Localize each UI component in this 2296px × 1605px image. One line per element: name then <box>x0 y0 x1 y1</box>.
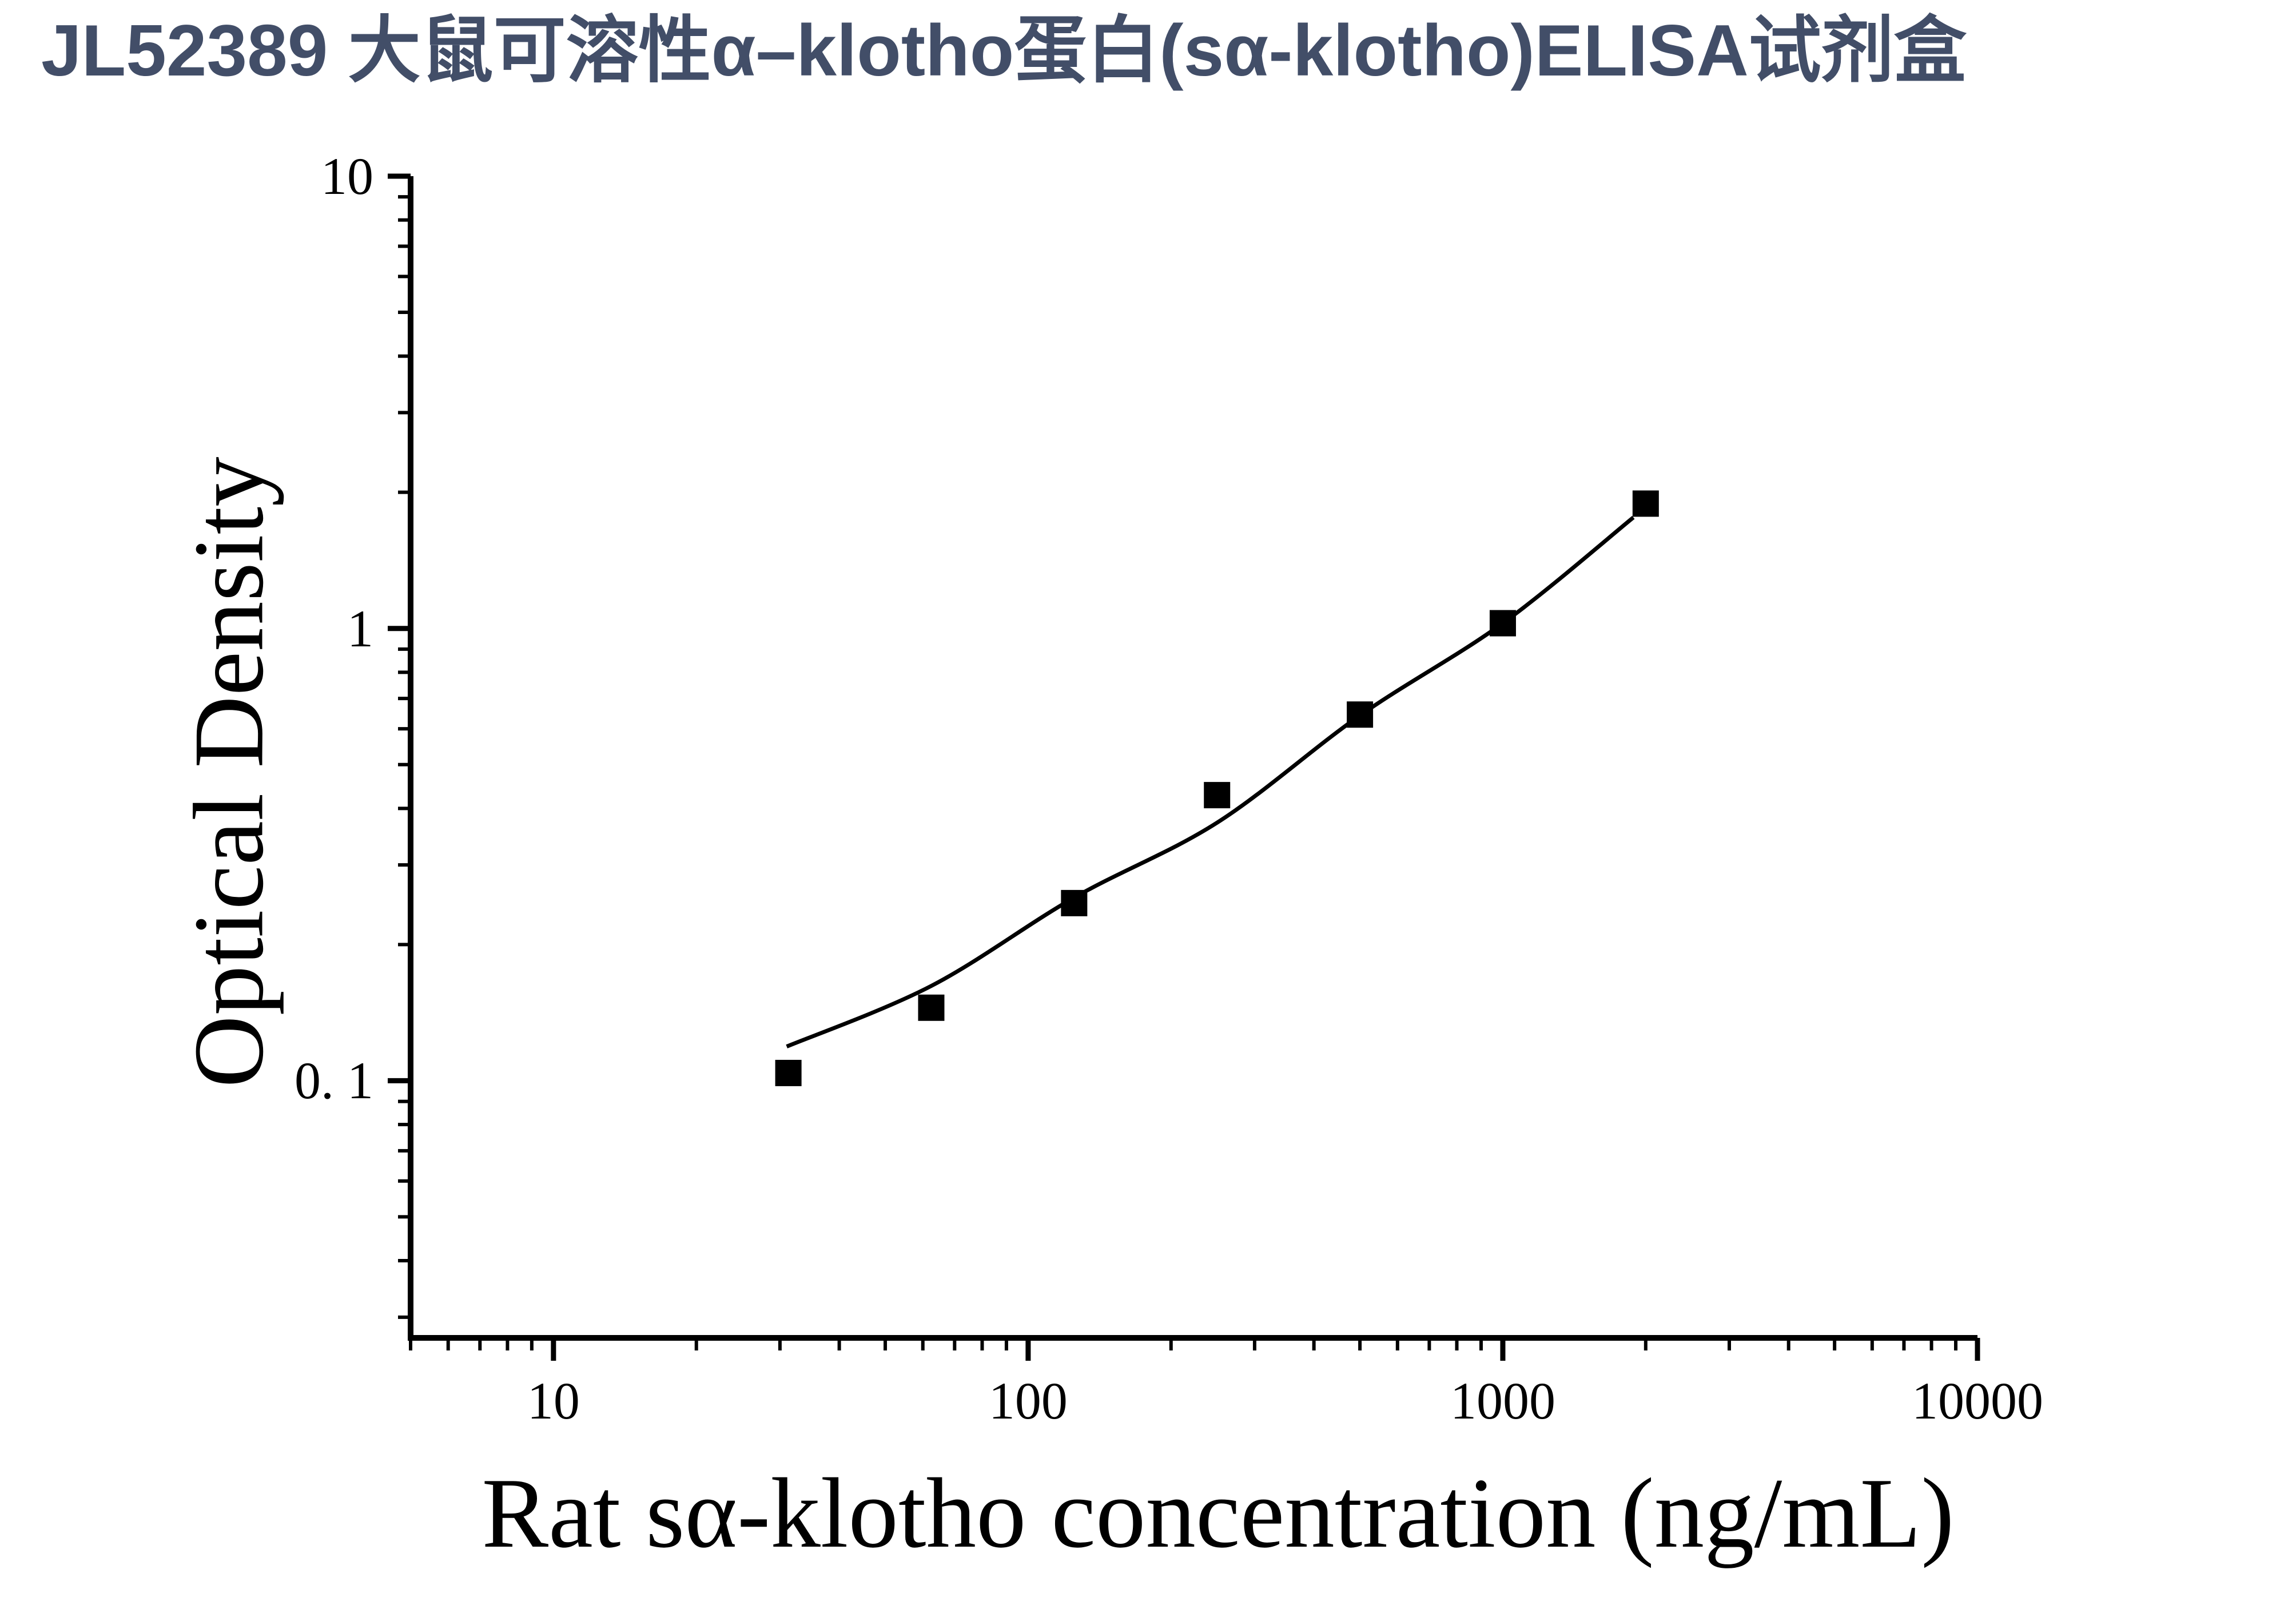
x-tick-label: 10000 <box>1912 1372 2043 1430</box>
fit-curve-line <box>786 515 1635 1048</box>
y-axis-title: Optical Density <box>173 456 284 1088</box>
data-point-marker <box>1489 610 1516 637</box>
data-point-marker <box>1347 701 1374 728</box>
y-tick-label: 1 <box>347 599 373 658</box>
axis-frame <box>408 176 1977 1341</box>
data-point-marker <box>1204 782 1231 809</box>
data-point-marker <box>918 994 945 1021</box>
x-tick-label: 100 <box>988 1372 1068 1430</box>
x-tick-label: 10 <box>527 1372 580 1430</box>
x-axis-title: Rat sα-klotho concentration (ng/mL) <box>482 1457 1955 1568</box>
data-point-marker <box>775 1059 802 1086</box>
y-tick-label: 0. 1 <box>295 1051 373 1110</box>
data-point-marker <box>1061 889 1088 916</box>
x-tick-label: 1000 <box>1450 1372 1555 1430</box>
y-tick-label: 10 <box>321 147 373 205</box>
data-point-marker <box>1632 490 1659 517</box>
page-title: JL52389 大鼠可溶性α–klotho蛋白(sα-klotho)ELISA试… <box>41 10 1967 91</box>
